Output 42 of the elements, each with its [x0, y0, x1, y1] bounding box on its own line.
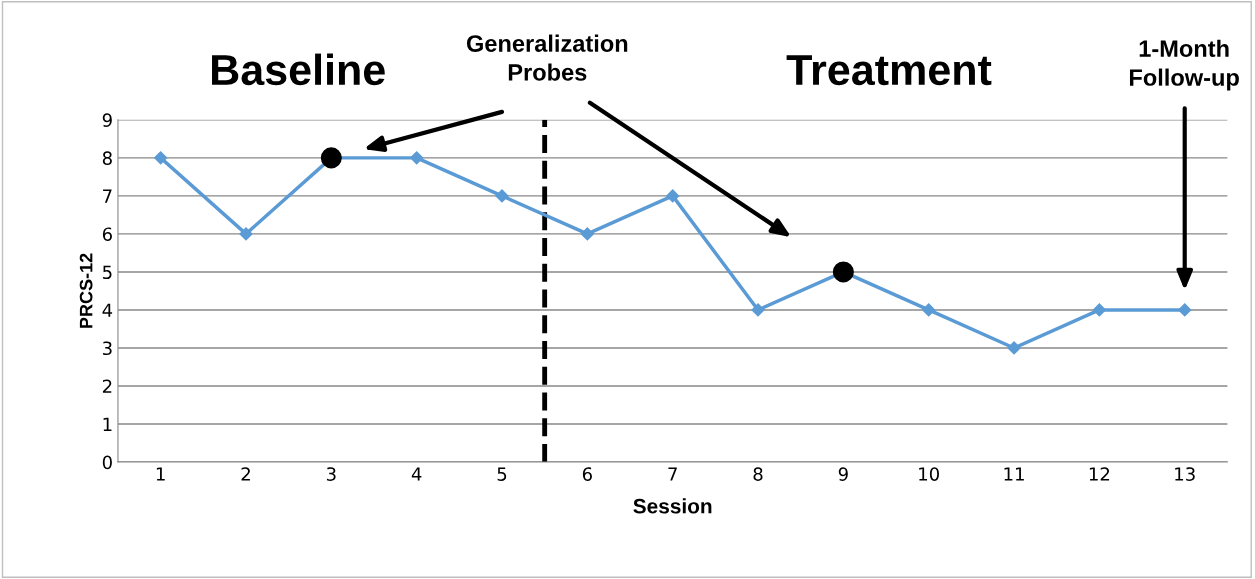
x-tick-label: 8	[753, 467, 763, 481]
y-tick-label: 5	[103, 265, 112, 280]
point	[832, 261, 854, 283]
x-tick-label: 10	[919, 467, 939, 481]
x-tick-label: 5	[497, 467, 507, 481]
y-tick-label: 8	[102, 151, 112, 165]
y-tick-label: 1	[103, 417, 112, 431]
y-tick-label: 4	[102, 303, 113, 317]
point	[154, 151, 168, 165]
x-tick-label: 11	[1004, 467, 1024, 481]
y-tick-label: 6	[102, 227, 112, 242]
y-tick-label: 9	[102, 113, 112, 127]
y-tick-label: 2	[102, 379, 112, 393]
x-tick-label: 2	[241, 467, 250, 481]
x-tick-label: 4	[411, 467, 422, 481]
y-tick-label: 0	[102, 455, 112, 470]
y-tick-label: 7	[103, 189, 112, 203]
point	[922, 303, 936, 317]
point	[666, 189, 680, 203]
point	[1092, 303, 1106, 317]
x-tick-label: 9	[838, 467, 848, 481]
text: 1-Month Follow-up	[1129, 39, 1239, 91]
x-tick-label: 12	[1089, 467, 1110, 481]
point	[751, 303, 765, 317]
point	[1007, 341, 1021, 355]
text: Baseline	[212, 53, 385, 86]
x-tick-label: 7	[668, 467, 677, 481]
text: Treatment	[786, 55, 992, 86]
y-tick-label: 3	[103, 341, 112, 356]
point	[410, 151, 424, 165]
text: Generalization Probes	[466, 34, 628, 81]
x-tick-label: 1	[156, 467, 165, 481]
y-axis-title: PRCS-12	[79, 253, 93, 328]
x-tick-label: 6	[582, 467, 592, 481]
point	[580, 227, 594, 241]
point	[495, 189, 509, 203]
point	[320, 147, 342, 169]
x-tick-label: 3	[326, 467, 336, 481]
point	[239, 227, 253, 241]
x-tick-label: 13	[1175, 467, 1195, 481]
x-axis-title: Session	[633, 498, 712, 514]
point	[1178, 303, 1192, 317]
